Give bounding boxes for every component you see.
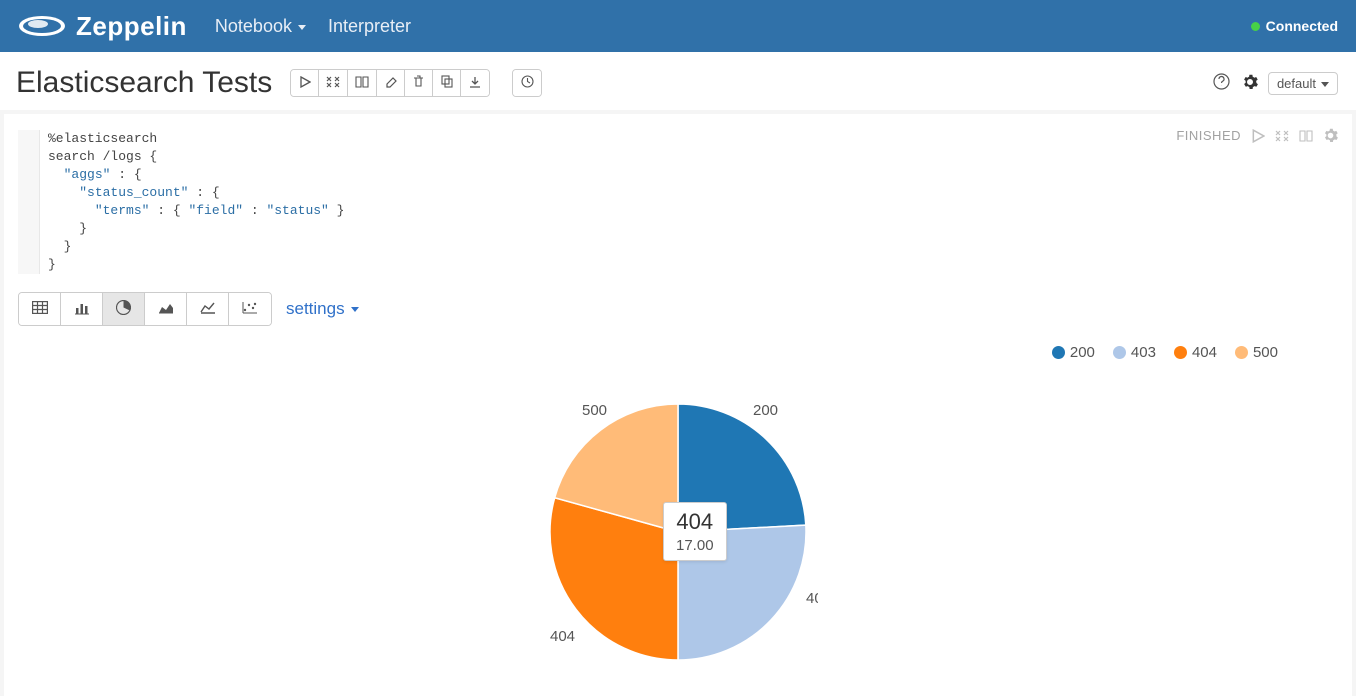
zeppelin-logo-icon [18,13,66,39]
hide-editor-button[interactable] [1275,130,1289,142]
legend-label: 404 [1192,344,1217,361]
pie-slice-label: 403 [806,590,818,607]
play-icon [299,76,311,91]
scheduler-toolbar [512,69,542,97]
show-hide-code-button[interactable] [319,70,348,96]
pie-chart-icon [116,300,131,318]
brand[interactable]: Zeppelin [18,11,187,42]
nav-notebook-label: Notebook [215,16,292,37]
collapse-icon [326,76,340,91]
run-all-button[interactable] [291,70,319,96]
chart-area: 200 403 404 500 200 500 403 404 404 17.00 [18,344,1338,674]
line-chart-icon [200,301,216,317]
scheduler-button[interactable] [513,70,541,96]
paragraph: FINISHED %elasticsearch search /logs { "… [4,114,1352,696]
looknfeel-label: default [1277,76,1316,91]
code-editor[interactable]: %elasticsearch search /logs { "aggs" : {… [18,130,1138,274]
legend-item[interactable]: 404 [1174,344,1217,361]
chevron-down-icon [1321,82,1329,87]
status-dot-icon [1251,22,1260,31]
clock-icon [521,75,534,91]
bar-chart-icon [74,301,90,318]
show-hide-output-button[interactable] [348,70,377,96]
viz-scatter-button[interactable] [229,293,271,325]
chevron-down-icon [298,25,306,30]
chevron-down-icon [351,307,359,312]
titlebar: Elasticsearch Tests [0,52,1356,110]
pie-slice-label: 500 [582,402,607,419]
tooltip-key: 404 [676,509,714,535]
tooltip-value: 17.00 [676,537,714,554]
scatter-chart-icon [242,301,258,317]
legend-item[interactable]: 500 [1235,344,1278,361]
viz-area-button[interactable] [145,293,187,325]
nav-interpreter-label: Interpreter [328,16,411,37]
pie-chart: 200 500 403 404 404 17.00 [538,402,818,662]
viz-toolbar: settings [18,292,1338,326]
eraser-icon [385,76,397,91]
notebook-body: FINISHED %elasticsearch search /logs { "… [0,110,1356,696]
legend-label: 200 [1070,344,1095,361]
chart-tooltip: 404 17.00 [663,502,727,561]
viz-settings-toggle[interactable]: settings [286,299,359,319]
hide-output-button[interactable] [1299,130,1313,142]
nav-links: Notebook Interpreter [215,16,411,37]
viz-type-group [18,292,272,326]
navbar: Zeppelin Notebook Interpreter Connected [0,0,1356,52]
viz-pie-button[interactable] [103,293,145,325]
download-icon [469,76,481,91]
viz-table-button[interactable] [19,293,61,325]
viz-line-button[interactable] [187,293,229,325]
delete-notebook-button[interactable] [405,70,433,96]
connection-status: Connected [1251,18,1338,34]
code-content: %elasticsearch search /logs { "aggs" : {… [40,130,352,274]
help-button[interactable] [1211,71,1232,95]
legend-swatch-icon [1174,346,1187,359]
status-label: Connected [1266,18,1338,34]
paragraph-controls: FINISHED [1176,128,1338,143]
legend-item[interactable]: 403 [1113,344,1156,361]
book-icon [355,76,369,91]
legend-swatch-icon [1052,346,1065,359]
paragraph-status: FINISHED [1176,128,1241,143]
legend-label: 403 [1131,344,1156,361]
viz-settings-label: settings [286,299,345,319]
titlebar-right: default [1211,71,1338,95]
brand-name: Zeppelin [76,11,187,42]
notebook-toolbar [290,69,490,97]
page-title: Elasticsearch Tests [16,66,272,100]
clone-notebook-button[interactable] [433,70,461,96]
pie-slice-label: 200 [753,402,778,419]
paragraph-settings-button[interactable] [1323,128,1338,143]
viz-bar-button[interactable] [61,293,103,325]
legend-swatch-icon [1235,346,1248,359]
run-paragraph-button[interactable] [1251,129,1265,143]
pie-slice-label: 404 [550,628,575,645]
copy-icon [441,75,453,91]
legend-label: 500 [1253,344,1278,361]
looknfeel-select[interactable]: default [1268,72,1338,95]
code-gutter [18,130,40,274]
nav-interpreter-link[interactable]: Interpreter [328,16,411,37]
legend-swatch-icon [1113,346,1126,359]
clear-output-button[interactable] [377,70,405,96]
export-notebook-button[interactable] [461,70,489,96]
help-icon [1213,73,1230,93]
gear-icon [1242,74,1258,93]
trash-icon [413,75,424,91]
notebook-settings-button[interactable] [1240,72,1260,95]
area-chart-icon [158,301,174,317]
table-icon [32,301,48,317]
chart-legend: 200 403 404 500 [1052,344,1278,361]
nav-notebook-dropdown[interactable]: Notebook [215,16,306,37]
legend-item[interactable]: 200 [1052,344,1095,361]
